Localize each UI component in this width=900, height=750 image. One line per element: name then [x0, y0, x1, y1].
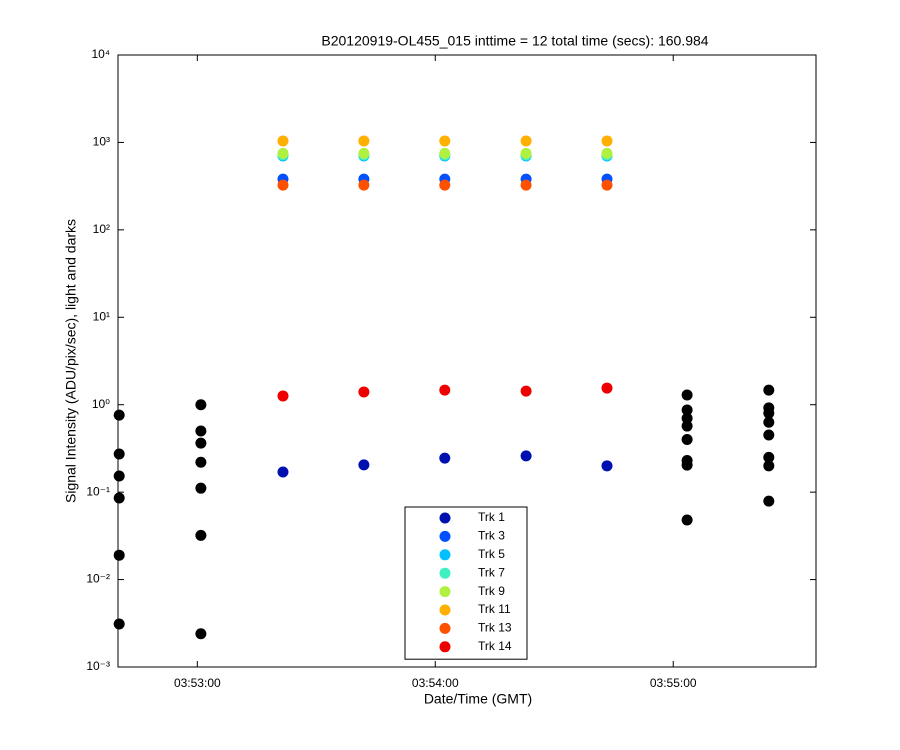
- plot-frame: [117, 54, 817, 668]
- legend: Trk 1 Trk 3 Trk 5 Trk 7 Trk 9 Trk 11 Trk 13 Trk…: [404, 506, 528, 660]
- y-axis-label: Signal Intensity (ADU/pix/sec), light an…: [63, 219, 79, 503]
- y-tick-label: 10⁻¹: [86, 484, 110, 498]
- data-point: [681, 389, 693, 401]
- data-point: [681, 420, 693, 432]
- data-point: [439, 135, 451, 147]
- legend-marker: [439, 512, 451, 524]
- data-point: [601, 147, 613, 159]
- legend-label: Trk 13: [478, 621, 512, 635]
- y-tick-label: 10⁻³: [86, 659, 110, 673]
- legend-marker: [439, 549, 451, 561]
- data-point: [520, 450, 532, 462]
- data-point: [358, 386, 370, 398]
- legend-marker: [439, 530, 451, 542]
- data-point: [277, 135, 289, 147]
- legend-label: Trk 7: [478, 565, 505, 579]
- legend-marker: [439, 567, 451, 579]
- y-tick-label: 10¹: [93, 309, 110, 323]
- data-point: [195, 628, 207, 640]
- data-point: [763, 429, 775, 441]
- x-tick-label: 03:55:00: [650, 676, 697, 690]
- data-point: [520, 179, 532, 191]
- data-point: [439, 384, 451, 396]
- data-point: [520, 385, 532, 397]
- data-point: [520, 135, 532, 147]
- data-point: [763, 451, 775, 463]
- data-point: [277, 147, 289, 159]
- data-point: [763, 495, 775, 507]
- data-point: [113, 549, 125, 561]
- x-axis-label: Date/Time (GMT): [424, 691, 532, 707]
- legend-label: Trk 5: [478, 547, 505, 561]
- legend-marker: [439, 622, 451, 634]
- data-point: [439, 179, 451, 191]
- data-point: [681, 459, 693, 471]
- data-point: [358, 179, 370, 191]
- data-point: [358, 147, 370, 159]
- data-point: [195, 529, 207, 541]
- legend-label: Trk 1: [478, 510, 505, 524]
- x-tick-label: 03:53:00: [174, 676, 221, 690]
- data-point: [113, 409, 125, 421]
- legend-label: Trk 9: [478, 584, 505, 598]
- data-point: [113, 470, 125, 482]
- data-point: [601, 179, 613, 191]
- data-point: [195, 437, 207, 449]
- data-point: [113, 448, 125, 460]
- data-point: [277, 390, 289, 402]
- data-point: [763, 384, 775, 396]
- data-point: [681, 404, 693, 416]
- data-point: [601, 135, 613, 147]
- y-tick-label: 10³: [93, 135, 110, 149]
- data-point: [681, 434, 693, 446]
- data-point: [601, 382, 613, 394]
- data-point: [195, 482, 207, 494]
- legend-marker: [439, 586, 451, 598]
- data-point: [358, 135, 370, 147]
- data-point: [113, 618, 125, 630]
- chart-title: B20120919-OL455_015 inttime = 12 total t…: [321, 33, 708, 49]
- legend-marker: [439, 641, 451, 653]
- legend-label: Trk 3: [478, 529, 505, 543]
- data-point: [763, 416, 775, 428]
- data-point: [681, 514, 693, 526]
- y-tick-label: 10⁴: [91, 47, 110, 61]
- data-point: [763, 407, 775, 419]
- data-point: [439, 452, 451, 464]
- data-point: [439, 147, 451, 159]
- legend-box: [404, 506, 528, 660]
- data-point: [763, 460, 775, 472]
- data-point: [195, 456, 207, 468]
- legend-marker: [439, 604, 451, 616]
- y-tick-label: 10²: [93, 222, 110, 236]
- data-point: [277, 179, 289, 191]
- x-tick-label: 03:54:00: [412, 676, 459, 690]
- data-point: [113, 492, 125, 504]
- legend-label: Trk 11: [478, 602, 511, 616]
- data-point: [681, 412, 693, 424]
- data-point: [358, 459, 370, 471]
- data-point: [195, 399, 207, 411]
- data-point: [520, 147, 532, 159]
- y-tick-label: 10⁰: [92, 397, 110, 411]
- data-point: [277, 466, 289, 478]
- y-tick-label: 10⁻²: [86, 572, 110, 586]
- legend-label: Trk 14: [478, 639, 512, 653]
- data-point: [601, 460, 613, 472]
- data-point: [195, 425, 207, 437]
